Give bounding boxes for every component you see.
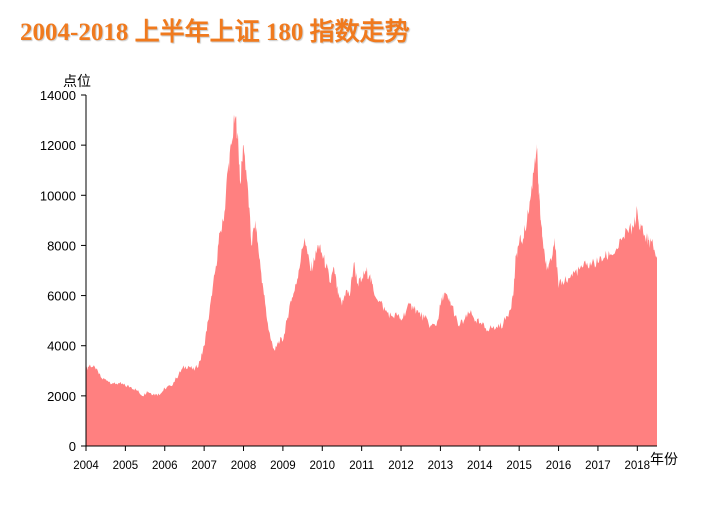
x-tick-label-2018: 2018 [625,460,651,472]
x-tick-label-2011: 2011 [349,460,374,472]
x-tick-label-2014: 2014 [467,460,493,472]
x-axis-title: 年份 [650,452,678,468]
x-tick-label-2015: 2015 [506,460,532,472]
axis-layer: 0 2000 4000 6000 8000 10000 12000 14000 2004 2005… [40,74,678,472]
y-tick-label-2000: 2000 [47,389,76,404]
y-tick-label-14000: 14000 [40,88,76,103]
x-tick-label-2013: 2013 [428,460,454,472]
y-tick-label-0: 0 [69,439,76,454]
y-tick-label-4000: 4000 [47,339,76,354]
x-tick-label-2004: 2004 [73,460,99,472]
x-tick-label-2009: 2009 [270,460,296,472]
y-axis-title: 点位 [63,74,91,90]
x-tick-label-2016: 2016 [546,460,572,472]
x-tick-label-2007: 2007 [191,460,217,472]
chart-title: 2004-2018 上半年上证 180 指数走势 [20,19,410,46]
series-area-0 [86,114,657,446]
plot-layer [86,114,657,446]
x-tick-label-2006: 2006 [152,460,178,472]
x-tick-label-2010: 2010 [309,460,335,472]
y-tick-label-12000: 12000 [40,138,76,153]
x-tick-label-2017: 2017 [585,460,611,472]
y-tick-label-6000: 6000 [47,289,76,304]
x-tick-label-2012: 2012 [388,460,414,472]
x-tick-label-2005: 2005 [113,460,139,472]
y-tick-label-10000: 10000 [40,188,76,203]
y-tick-label-8000: 8000 [47,238,76,253]
x-tick-label-2008: 2008 [231,460,257,472]
